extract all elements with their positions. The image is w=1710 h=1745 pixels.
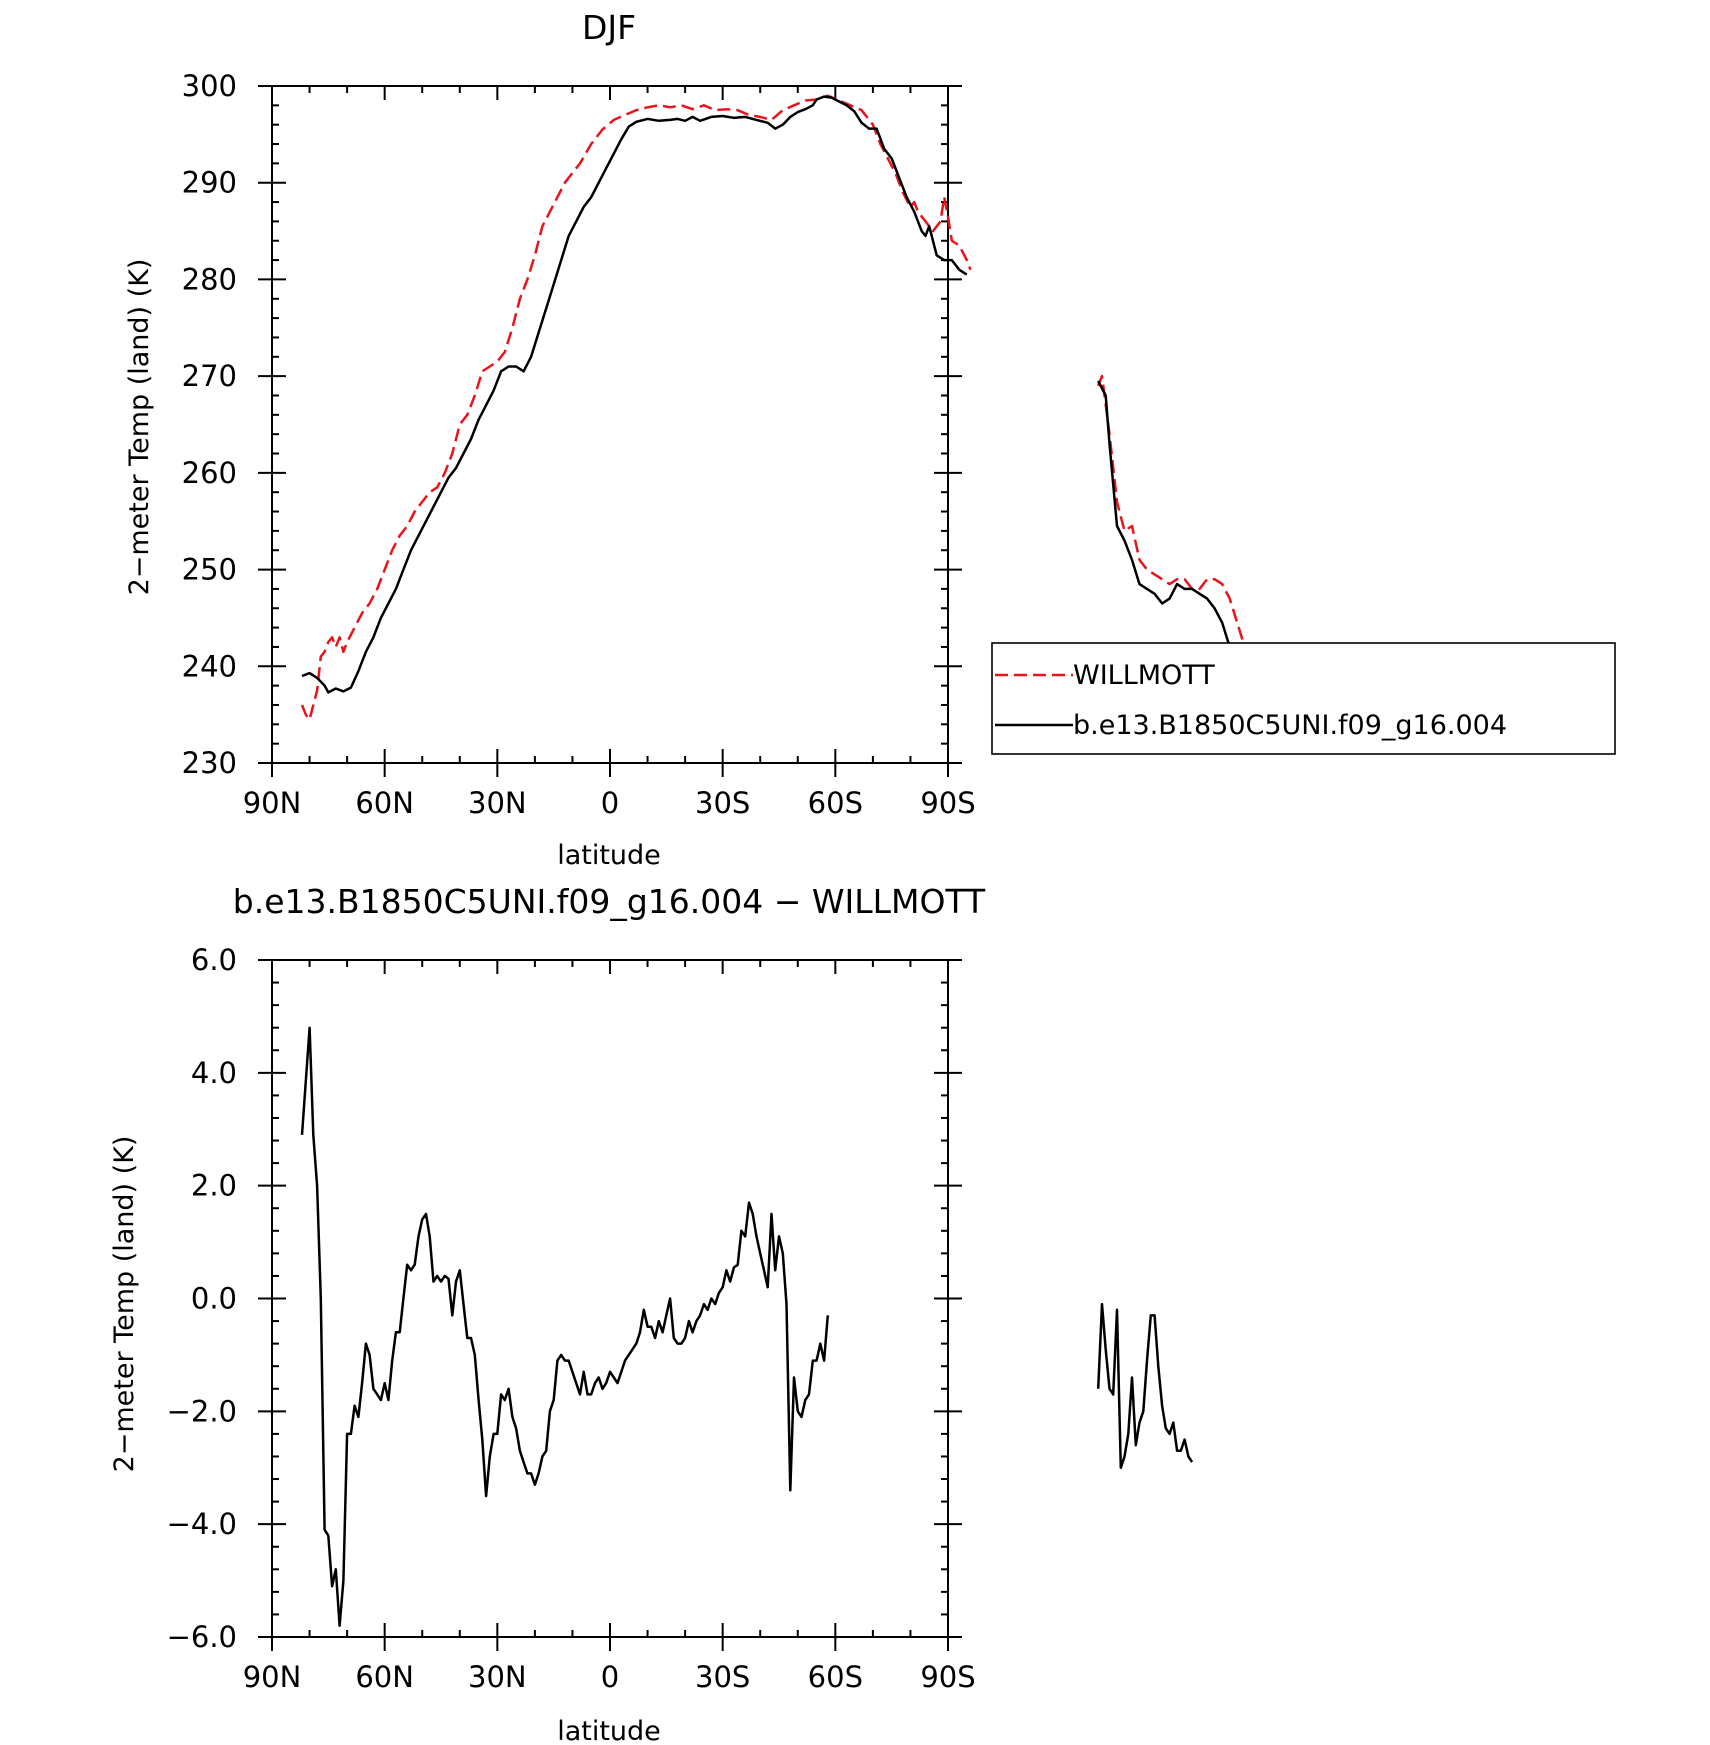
legend-box	[991, 642, 1616, 755]
series-line-difference	[1096, 1302, 1194, 1470]
plot-frame	[271, 959, 949, 1638]
x-tick-label: 90S	[920, 786, 975, 820]
x-tick-label: 60S	[808, 1660, 863, 1694]
top-panel-djf: DJF latitude 2−meter Temp (land) (K) 90N…	[124, 8, 1616, 871]
x-tick-label: 90S	[920, 1660, 975, 1694]
plot-frame	[271, 85, 949, 764]
x-tick-label: 30N	[468, 1660, 527, 1694]
series-line-difference	[300, 1026, 830, 1627]
bottom-panel-difference: b.e13.B1850C5UNI.f09_g16.004 − WILLMOTT …	[109, 882, 1194, 1745]
x-tick-label: 90N	[243, 786, 302, 820]
y-tick-label: 280	[182, 262, 237, 296]
x-tick-label: 90N	[243, 1660, 302, 1694]
x-tick-label: 60N	[355, 786, 414, 820]
series-line-b-e13-b1850c5uni-f09-g16-004	[301, 95, 968, 694]
bottom-plot-area: 90N 60N 30N 0 30S 60S 90S −6.0 −4.0 −2.0 0.0 2.0 4.0…	[167, 943, 1194, 1694]
y-tick-label: −4.0	[167, 1507, 237, 1541]
y-tick-label: 290	[182, 166, 237, 200]
y-tick-label: 270	[182, 359, 237, 393]
legend-label-model: b.e13.B1850C5UNI.f09_g16.004	[1073, 710, 1507, 741]
legend: WILLMOTT b.e13.B1850C5UNI.f09_g16.004	[991, 642, 1616, 755]
y-tick-label: 260	[182, 456, 237, 490]
bottom-chart-title: b.e13.B1850C5UNI.f09_g16.004 − WILLMOTT	[233, 882, 986, 921]
y-tick-label: 230	[182, 746, 237, 780]
x-tick-label: 0	[601, 786, 619, 820]
series-line-willmott	[300, 94, 972, 721]
series-line-willmott	[1097, 374, 1260, 658]
top-y-axis-label: 2−meter Temp (land) (K)	[124, 259, 155, 596]
bottom-x-axis-label: latitude	[557, 1716, 661, 1745]
legend-label-willmott: WILLMOTT	[1073, 660, 1215, 691]
y-tick-label: −6.0	[167, 1620, 237, 1654]
y-tick-label: 4.0	[191, 1056, 237, 1090]
top-plot-area: 90N 60N 30N 0 30S 60S 90S 230 240 250 260 270 280 290…	[182, 69, 1260, 820]
x-tick-label: 30S	[695, 1660, 750, 1694]
y-tick-label: 240	[182, 649, 237, 683]
top-x-axis-label: latitude	[557, 840, 661, 871]
y-tick-label: 6.0	[191, 943, 237, 977]
y-tick-label: 0.0	[191, 1282, 237, 1316]
bottom-y-axis-label: 2−meter Temp (land) (K)	[109, 1136, 140, 1473]
y-tick-label: −2.0	[167, 1394, 237, 1428]
x-tick-label: 0	[601, 1660, 619, 1694]
x-tick-label: 60N	[355, 1660, 414, 1694]
y-tick-label: 300	[182, 69, 237, 103]
x-tick-label: 30S	[695, 786, 750, 820]
x-tick-label: 60S	[808, 786, 863, 820]
y-tick-label: 250	[182, 553, 237, 587]
top-chart-title: DJF	[582, 8, 636, 47]
x-tick-label: 30N	[468, 786, 527, 820]
y-tick-label: 2.0	[191, 1169, 237, 1203]
series-line-b-e13-b1850c5uni-f09-g16-004	[1097, 380, 1260, 683]
